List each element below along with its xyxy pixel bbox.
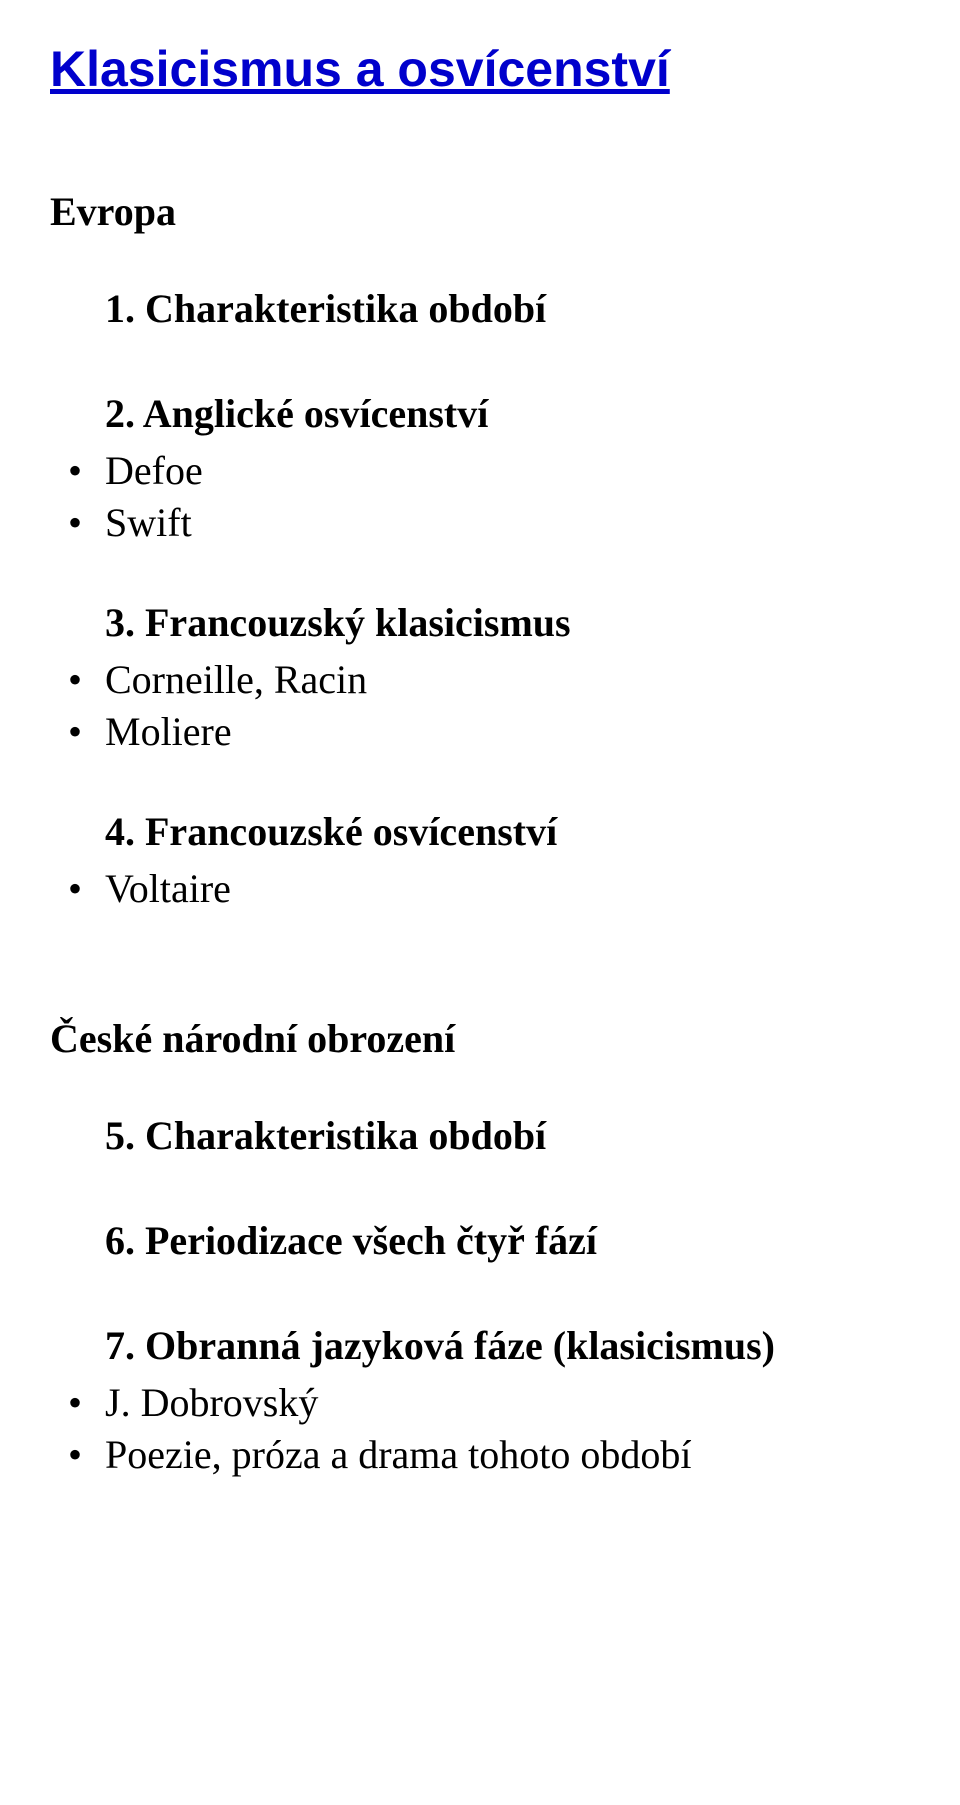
item-7: 7. Obranná jazyková fáze (klasicismus) bbox=[105, 1322, 910, 1369]
item-5-number: 5. bbox=[105, 1113, 135, 1158]
list-item: Corneille, Racin bbox=[50, 654, 910, 706]
item-4-bullets: Voltaire bbox=[50, 863, 910, 915]
item-6-number: 6. bbox=[105, 1218, 135, 1263]
item-3-number: 3. bbox=[105, 600, 135, 645]
list-item: Moliere bbox=[50, 706, 910, 758]
item-2-title: Anglické osvícenství bbox=[143, 391, 489, 436]
item-1-title: Charakteristika období bbox=[145, 286, 546, 331]
list-item: J. Dobrovský bbox=[50, 1377, 910, 1429]
list-item: Swift bbox=[50, 497, 910, 549]
list-item: Poezie, próza a drama tohoto období bbox=[50, 1429, 910, 1481]
item-6: 6. Periodizace všech čtyř fází bbox=[105, 1217, 910, 1264]
item-5-title: Charakteristika období bbox=[145, 1113, 546, 1158]
item-2-number: 2. bbox=[105, 391, 135, 436]
item-1: 1. Charakteristika období bbox=[105, 285, 910, 332]
item-5: 5. Charakteristika období bbox=[105, 1112, 910, 1159]
section1-heading: Evropa bbox=[50, 188, 910, 235]
item-3-bullets: Corneille, Racin Moliere bbox=[50, 654, 910, 758]
main-title: Klasicismus a osvícenství bbox=[50, 40, 910, 98]
list-item: Voltaire bbox=[50, 863, 910, 915]
item-7-bullets: J. Dobrovský Poezie, próza a drama tohot… bbox=[50, 1377, 910, 1481]
item-4-title: Francouzské osvícenství bbox=[145, 809, 557, 854]
item-4: 4. Francouzské osvícenství bbox=[105, 808, 910, 855]
item-1-number: 1. bbox=[105, 286, 135, 331]
item-2: 2. Anglické osvícenství bbox=[105, 390, 910, 437]
item-3-title: Francouzský klasicismus bbox=[145, 600, 571, 645]
list-item: Defoe bbox=[50, 445, 910, 497]
item-7-number: 7. bbox=[105, 1323, 135, 1368]
item-7-title: Obranná jazyková fáze (klasicismus) bbox=[145, 1323, 775, 1368]
item-2-bullets: Defoe Swift bbox=[50, 445, 910, 549]
section2-heading: České národní obrození bbox=[50, 1015, 910, 1062]
item-6-title: Periodizace všech čtyř fází bbox=[145, 1218, 597, 1263]
item-4-number: 4. bbox=[105, 809, 135, 854]
item-3: 3. Francouzský klasicismus bbox=[105, 599, 910, 646]
